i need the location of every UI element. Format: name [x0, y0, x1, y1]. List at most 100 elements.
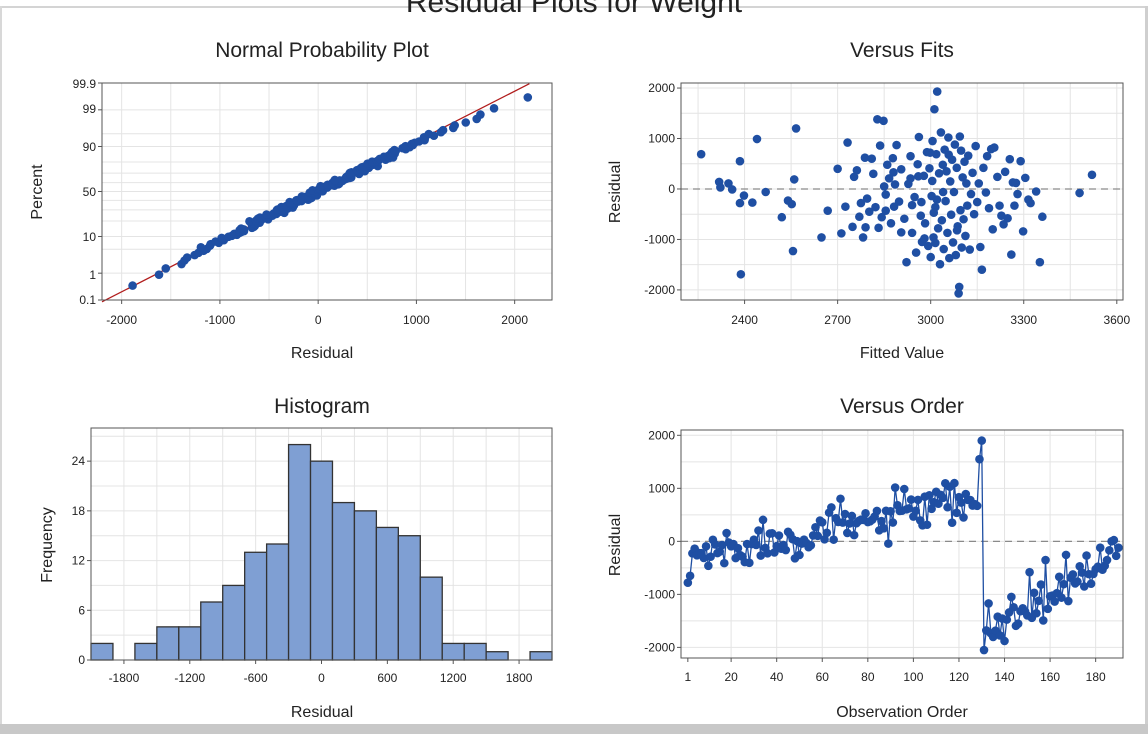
normal-probability-point [390, 145, 399, 155]
versus-order-point [911, 506, 920, 516]
versus-fits-point [920, 234, 929, 243]
versus-fits-point [927, 176, 937, 186]
versus-fits-point [965, 245, 975, 254]
versus-order-point [847, 511, 857, 521]
versus-order-point [956, 498, 966, 507]
versus-fits-point [959, 214, 968, 224]
versus-order-point [1079, 582, 1089, 591]
versus-order-point [717, 540, 727, 550]
versus-order-point [877, 516, 886, 526]
versus-fits-point [913, 172, 923, 181]
versus-fits-point [984, 203, 994, 213]
versus-fits-point [907, 228, 917, 238]
versus-fits-point [1018, 227, 1028, 236]
versus-fits-point [787, 199, 797, 209]
normal-probability-point [182, 253, 192, 262]
versus-fits-point [914, 132, 924, 142]
normal-probability-point [316, 181, 325, 191]
histogram-bars [90, 443, 553, 661]
versus-fits-point [952, 226, 962, 235]
versus-fits-point [974, 179, 984, 188]
versus-order-point [925, 490, 934, 500]
versus-fits-point [950, 140, 960, 149]
versus-fits-y-tick-label: 1000 [648, 132, 675, 146]
histogram-bar [375, 526, 399, 661]
histogram-panel: Histogram -1800 -1200 -600 0 600 1200 1800 0 6 12… [39, 395, 553, 721]
normal-probability-point [161, 264, 171, 273]
normal-probability-point [523, 93, 533, 102]
histogram-x-tick-label: -1200 [174, 671, 205, 685]
versus-fits-point [856, 198, 866, 208]
versus-fits-point [988, 225, 998, 234]
versus-order-point [1041, 555, 1050, 565]
histogram-y-tick-label: 18 [72, 504, 86, 518]
normal-probability-point [285, 197, 294, 207]
versus-fits-point [888, 153, 898, 163]
versus-order-point [685, 571, 695, 581]
versus-order-point [813, 531, 823, 541]
versus-order-point [722, 528, 731, 538]
versus-order-point [1086, 579, 1096, 588]
versus-order-point [1105, 546, 1114, 555]
versus-fits-point [917, 197, 926, 207]
versus-fits-point [881, 190, 891, 199]
normal-probability-x-tick-label: -2000 [106, 313, 137, 327]
versus-fits-point [1075, 188, 1084, 198]
versus-fits-point [867, 154, 877, 163]
versus-fits-point [956, 146, 966, 155]
versus-order-point [822, 528, 832, 538]
normal-probability-x-label: Residual [291, 345, 353, 362]
versus-fits-point [858, 233, 868, 242]
versus-fits-point [791, 124, 801, 133]
versus-order-x-tick-label: 140 [995, 670, 1015, 684]
versus-order-point [1029, 588, 1039, 598]
versus-fits-point [1010, 201, 1019, 210]
versus-order-point [1114, 543, 1123, 552]
versus-fits-point [855, 212, 864, 222]
normal-probability-x-tick-label: 2000 [501, 313, 528, 327]
versus-fits-point [976, 242, 985, 252]
versus-order-point [704, 561, 713, 571]
versus-order-point [952, 508, 961, 518]
versus-fits-point [944, 133, 953, 142]
versus-fits-point [1011, 178, 1021, 188]
versus-order-point [715, 547, 725, 556]
versus-order-point [884, 539, 893, 548]
versus-order-x-tick-label: 1 [684, 670, 691, 684]
versus-fits-point [788, 246, 798, 256]
versus-fits-x-tick-label: 3000 [917, 313, 944, 327]
window-right-border [1145, 6, 1148, 724]
versus-fits-point [956, 205, 965, 215]
versus-fits-point [920, 218, 930, 228]
versus-fits-point [942, 167, 951, 176]
versus-order-y-tick-label: 2000 [648, 428, 675, 442]
histogram-bar [244, 551, 268, 661]
versus-fits-point [877, 212, 886, 222]
versus-order-point [1111, 551, 1121, 561]
normal-probability-point [450, 121, 459, 130]
versus-order-ticks: 1 20 40 60 80 100 120 140 160 180-2000-1000010002… [644, 428, 1106, 684]
versus-fits-point [1007, 250, 1016, 259]
versus-fits-panel: Versus Fits 2400 2700 3000 3300 3600 -2000 -10… [607, 39, 1130, 362]
versus-order-point [861, 508, 870, 518]
versus-fits-point [789, 175, 799, 184]
versus-fits-point [962, 201, 972, 210]
histogram-title: Histogram [274, 395, 370, 418]
versus-order-point [1002, 615, 1012, 624]
versus-fits-point [989, 143, 999, 152]
versus-order-point [1061, 550, 1071, 560]
versus-fits-point [874, 223, 883, 233]
histogram-y-label: Frequency [39, 507, 56, 583]
histogram-x-tick-label: 1200 [440, 671, 467, 685]
normal-probability-point [476, 110, 485, 119]
versus-fits-point [736, 269, 746, 279]
histogram-y-tick-label: 6 [78, 603, 85, 617]
versus-fits-point [886, 218, 896, 228]
versus-order-panel: Versus Order 1 20 40 60 80 100 120 140 160 180-20… [607, 395, 1124, 721]
versus-order-point [710, 540, 720, 549]
versus-order-point [840, 509, 850, 519]
versus-fits-point [852, 166, 862, 175]
versus-order-point [811, 522, 820, 532]
versus-order-point [1038, 616, 1048, 625]
versus-order-point [934, 499, 943, 508]
